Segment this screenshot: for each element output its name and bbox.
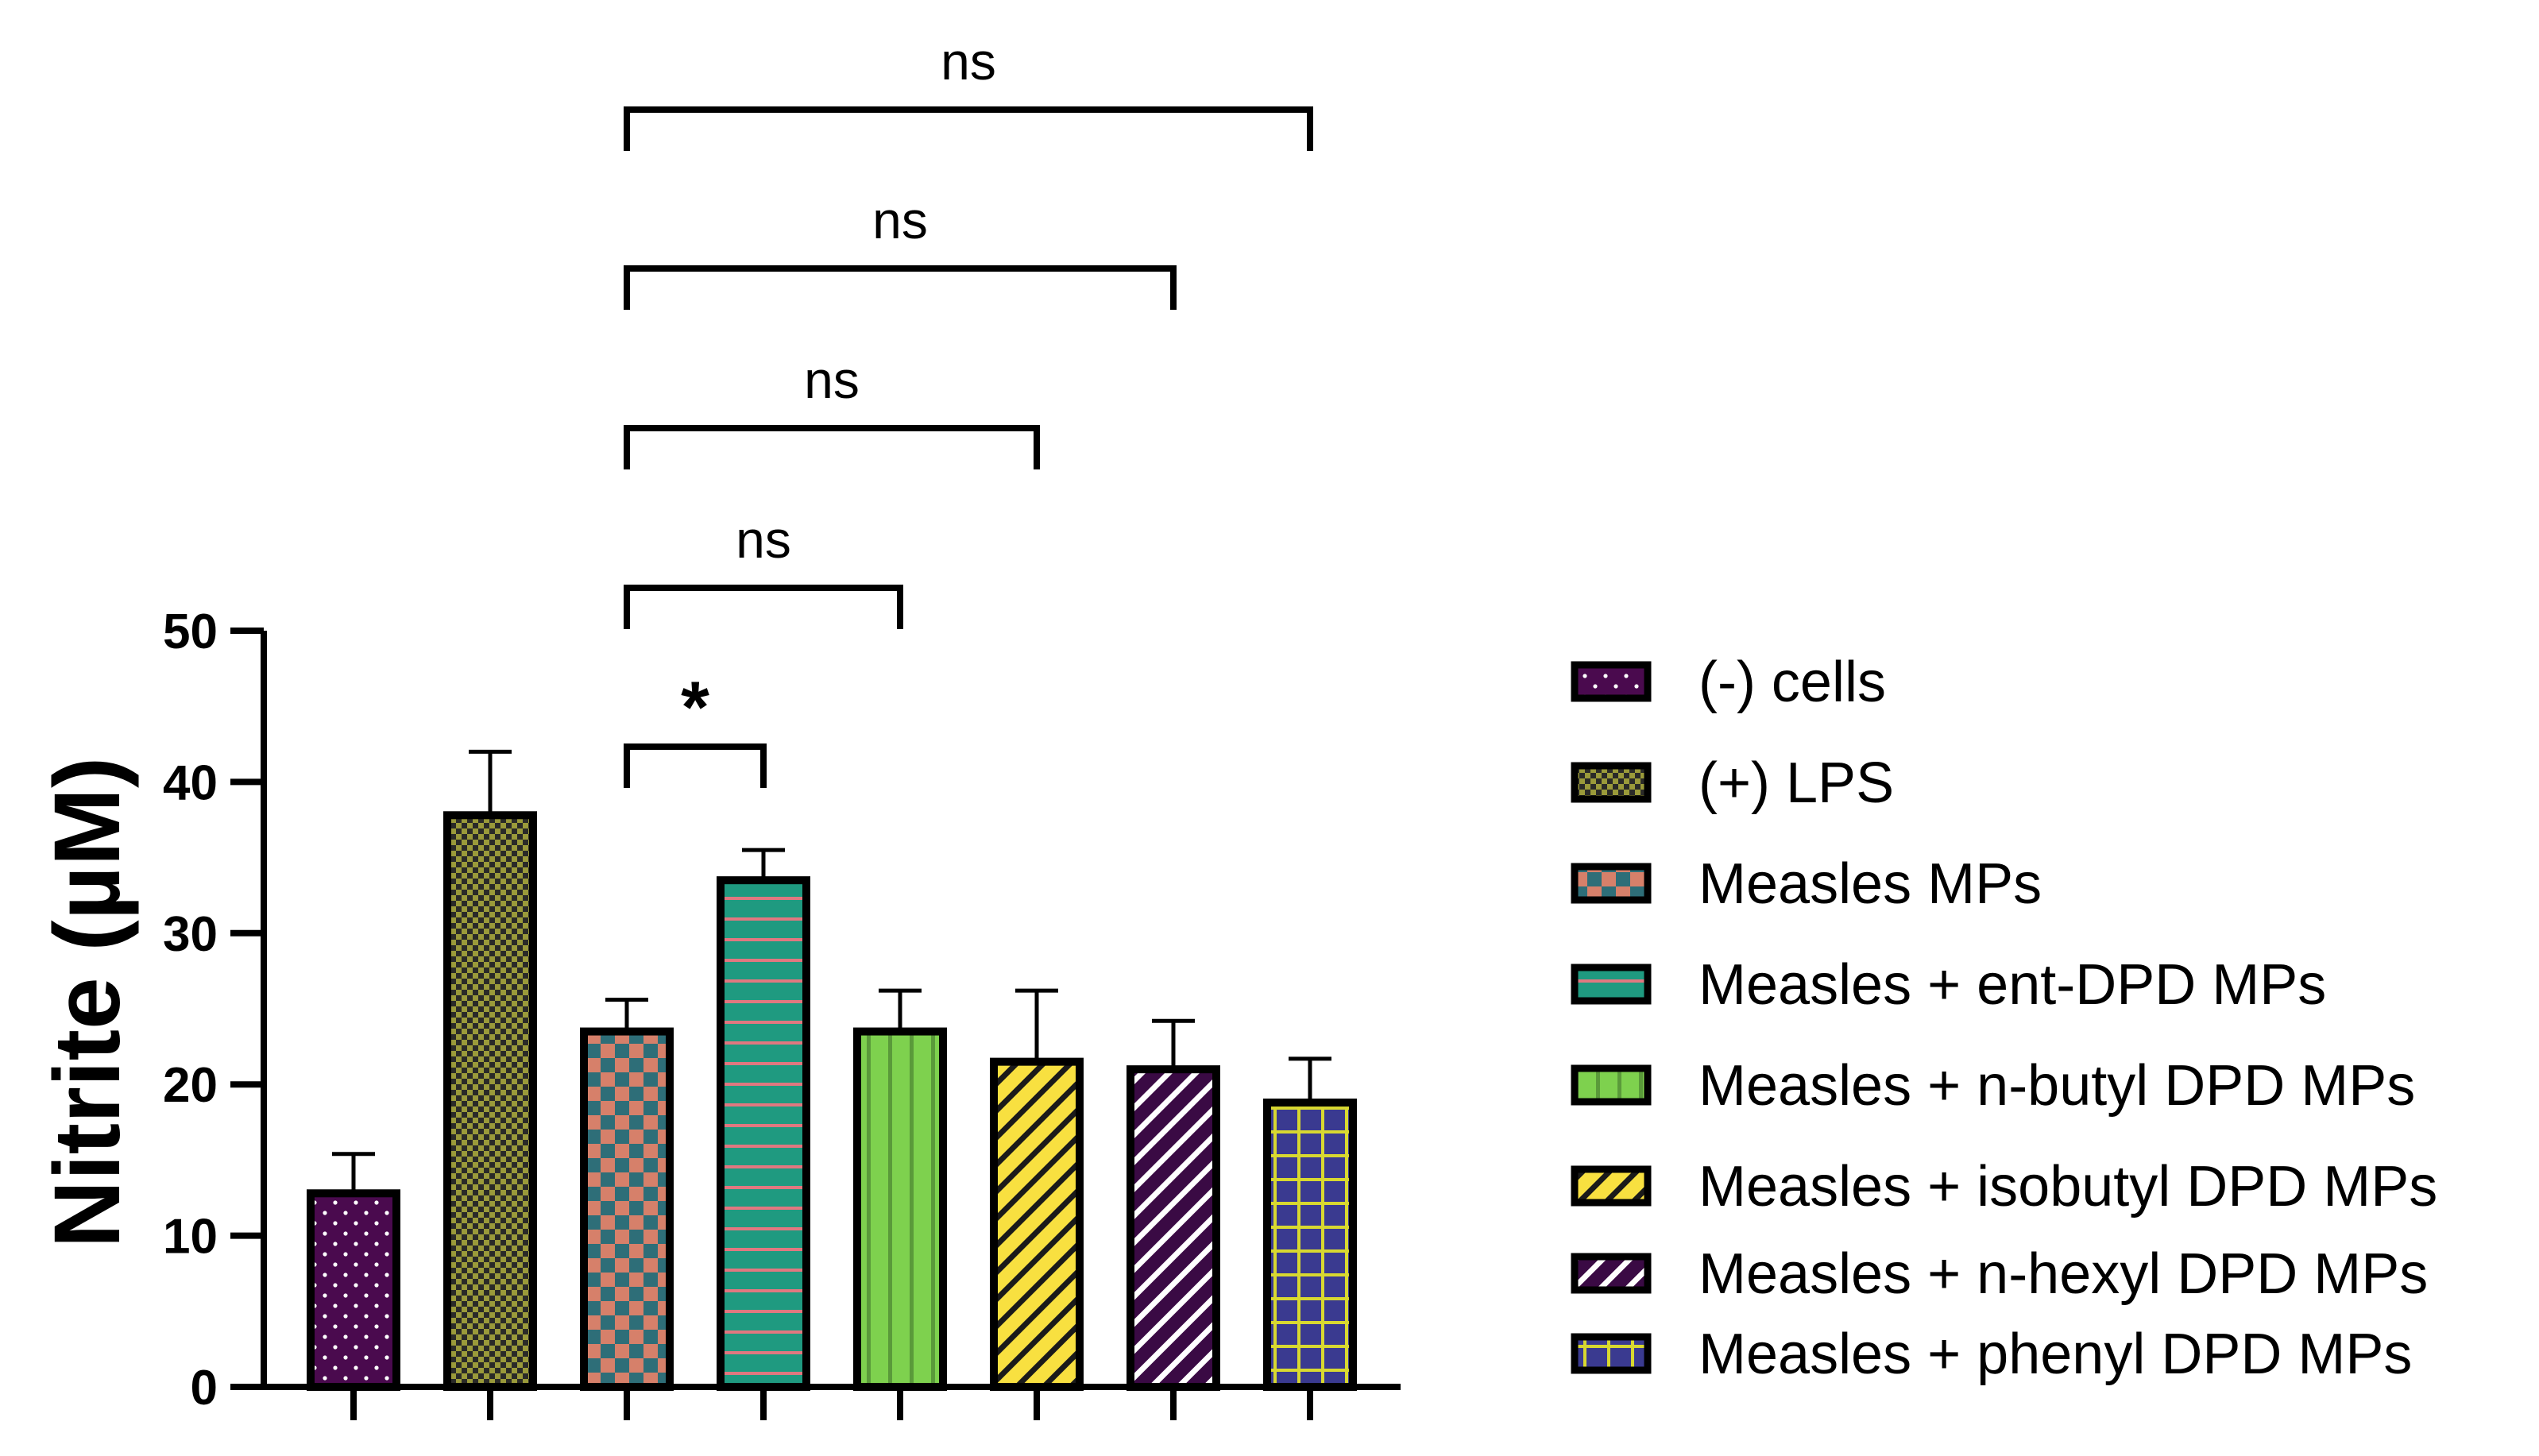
bar-4 bbox=[853, 1027, 947, 1392]
significance-label: ns bbox=[872, 191, 928, 249]
legend-label-1: (+) LPS bbox=[1698, 751, 1894, 815]
significance-label: ns bbox=[941, 32, 996, 91]
bar-7 bbox=[1263, 1099, 1357, 1391]
legend-label-3: Measles + ent-DPD MPs bbox=[1698, 953, 2326, 1017]
legend-label-0: (-) cells bbox=[1698, 651, 1886, 714]
legend-swatch-3 bbox=[1571, 964, 1652, 1005]
bars bbox=[307, 749, 1357, 1392]
legend-swatch-6 bbox=[1571, 1253, 1652, 1294]
significance-label: ns bbox=[736, 510, 791, 569]
legend-swatch-2 bbox=[1571, 863, 1652, 904]
significance-bracket bbox=[624, 106, 1313, 151]
legend: (-) cells (+) LPS Measles MPs Measles + ent… bbox=[1571, 651, 2437, 1386]
legend-label-2: Measles MPs bbox=[1698, 852, 2042, 916]
significance-brackets: * ns ns ns ns bbox=[624, 32, 1313, 788]
legend-swatch-4 bbox=[1571, 1064, 1652, 1106]
legend-swatch-5 bbox=[1571, 1165, 1652, 1207]
bar-3 bbox=[717, 876, 810, 1392]
bar-5 bbox=[990, 1057, 1084, 1391]
y-tick-label: 30 bbox=[163, 907, 218, 962]
bar-1 bbox=[443, 811, 537, 1391]
significance-label: ns bbox=[804, 350, 860, 409]
legend-swatch-1 bbox=[1571, 762, 1652, 803]
significance-bracket bbox=[624, 743, 767, 788]
legend-swatch-7 bbox=[1571, 1333, 1652, 1374]
y-tick-label: 0 bbox=[191, 1361, 218, 1415]
legend-label-6: Measles + n-hexyl DPD MPs bbox=[1698, 1242, 2428, 1306]
y-tick-label: 20 bbox=[163, 1058, 218, 1113]
y-tick-label: 10 bbox=[163, 1210, 218, 1265]
significance-bracket bbox=[624, 425, 1040, 469]
bar-0 bbox=[307, 1189, 400, 1391]
significance-bracket bbox=[624, 585, 903, 629]
legend-swatch-0 bbox=[1571, 661, 1652, 702]
legend-label-5: Measles + isobutyl DPD MPs bbox=[1698, 1155, 2437, 1218]
y-tick-label: 50 bbox=[163, 604, 218, 659]
bar-2 bbox=[580, 1027, 674, 1392]
significance-label: * bbox=[681, 667, 709, 748]
significance-bracket bbox=[624, 265, 1177, 310]
y-axis-label: Nitrite (µM) bbox=[35, 757, 140, 1249]
y-tick-label: 40 bbox=[163, 755, 218, 810]
legend-label-7: Measles + phenyl DPD MPs bbox=[1698, 1323, 2412, 1386]
legend-label-4: Measles + n-butyl DPD MPs bbox=[1698, 1054, 2415, 1118]
bar-6 bbox=[1127, 1065, 1220, 1392]
